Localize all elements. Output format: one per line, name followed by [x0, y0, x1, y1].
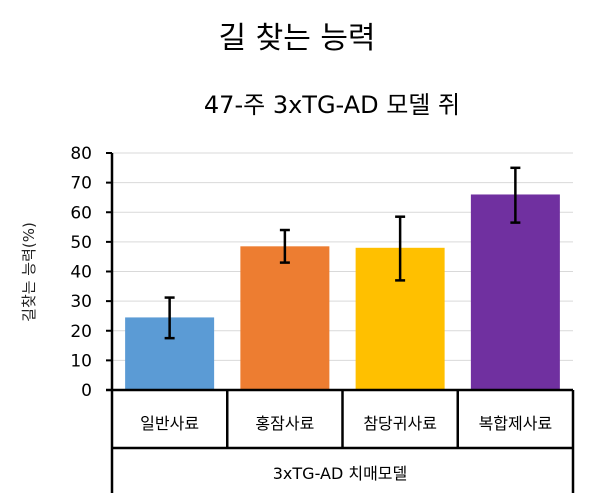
- x-group-label: 3xTG-AD 치매모델: [273, 464, 407, 483]
- y-tick-label: 80: [70, 144, 92, 164]
- x-category-label: 일반사료: [140, 414, 199, 433]
- bars: [125, 194, 560, 390]
- x-category-label: 참당귀사료: [363, 414, 437, 433]
- chart-title: 길 찾는 능력: [218, 21, 375, 56]
- x-category-label: 홍잠사료: [255, 414, 314, 433]
- x-category-label: 복합제사료: [479, 414, 553, 433]
- y-tick-label: 0: [81, 381, 92, 401]
- y-tick-label: 70: [70, 174, 92, 194]
- y-tick-label: 40: [70, 263, 92, 283]
- error-bars: [164, 166, 521, 340]
- y-tick-label: 20: [70, 322, 92, 342]
- x-category-labels: 일반사료 홍잠사료 참당귀사료 복합제사료: [140, 414, 552, 433]
- y-tick-label: 10: [70, 351, 92, 371]
- bar: [240, 246, 330, 390]
- bar: [470, 194, 560, 390]
- y-axis-label: 길찾는 능력(%): [20, 222, 38, 322]
- y-tick-labels: 0 10 20 30 40 50 60 70 80: [70, 144, 92, 401]
- y-tick-label: 50: [70, 233, 92, 253]
- y-tick-label: 60: [70, 203, 92, 223]
- axes: [106, 152, 575, 493]
- y-tick-label: 30: [70, 292, 92, 312]
- chart-subtitle: 47-주 3xTG-AD 모델 쥐: [204, 91, 460, 119]
